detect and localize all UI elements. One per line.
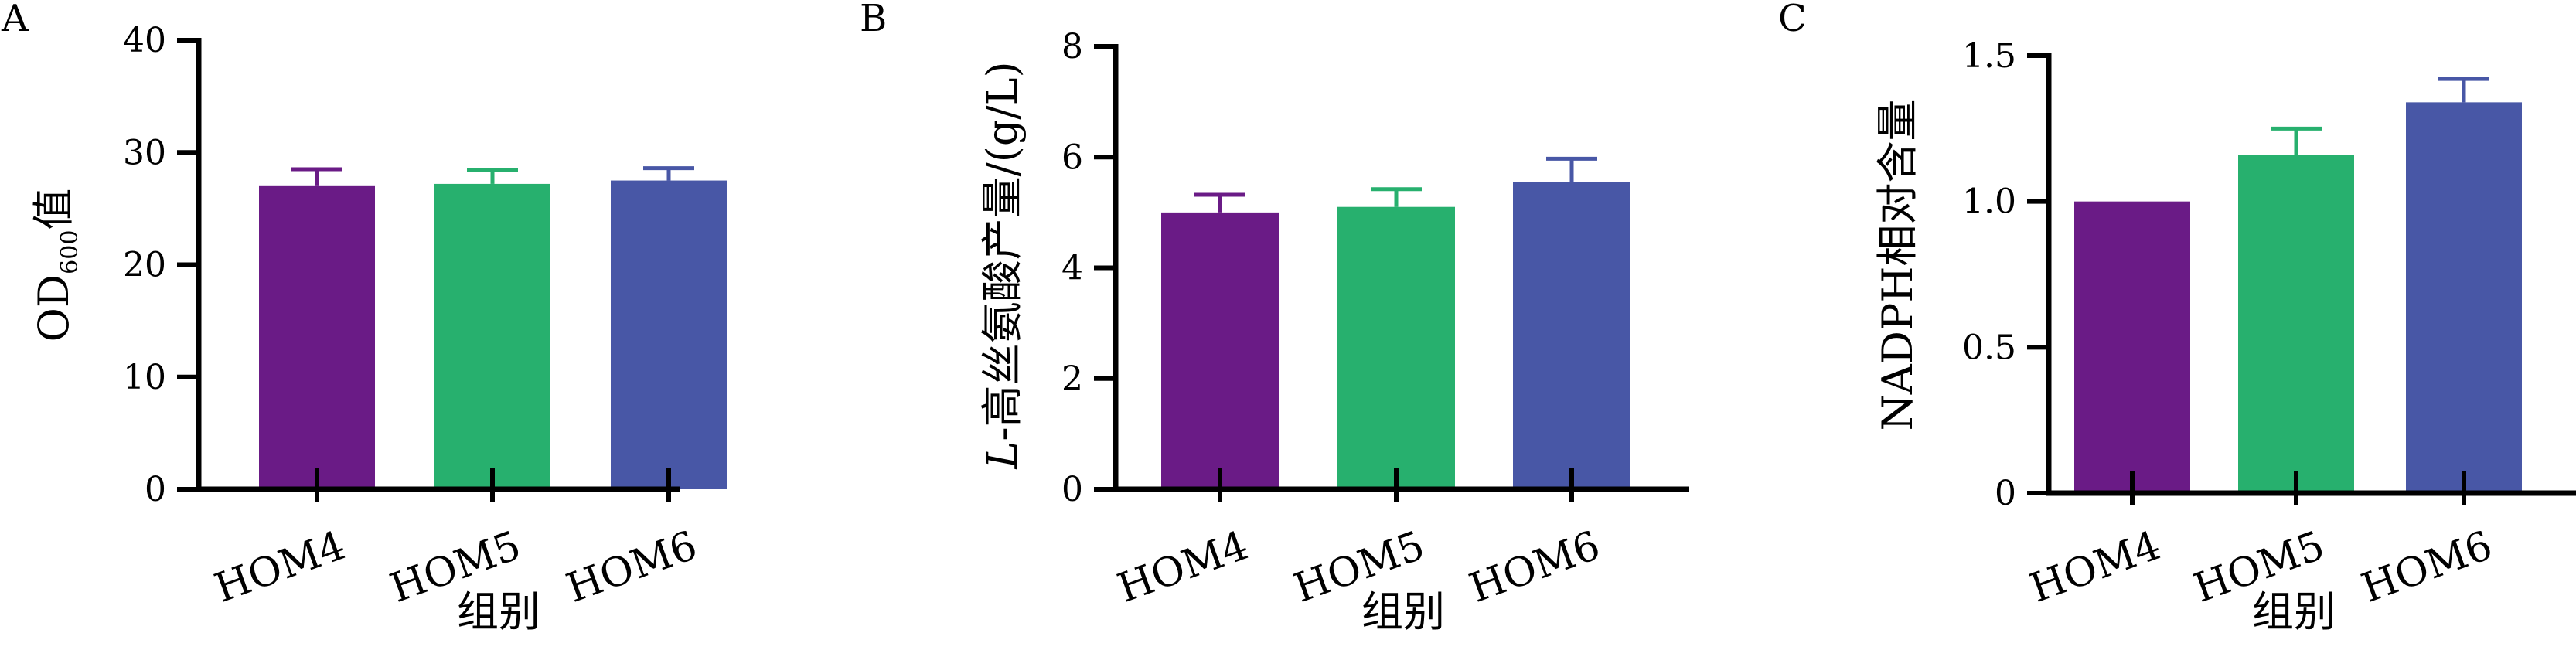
y-tick-label: 1.5 (1962, 36, 2016, 76)
panel-letter: B (860, 0, 887, 40)
x-tick-label: HOM6 (1463, 522, 1606, 612)
y-tick-label: 4 (1061, 249, 1083, 288)
y-tick-label: 2 (1061, 359, 1083, 399)
y-tick-label: 1.0 (1962, 182, 2016, 222)
bar-hom6 (1513, 182, 1630, 489)
y-tick-label: 0 (1995, 474, 2016, 513)
panel-letter: A (1, 0, 29, 40)
y-tick-label: 0 (145, 470, 166, 509)
bar-hom4 (1161, 212, 1279, 489)
x-tick-label: HOM4 (209, 522, 351, 612)
y-tick-label: 0.5 (1962, 328, 2016, 367)
x-tick-label: HOM6 (561, 522, 703, 612)
y-tick-label: 0 (1061, 470, 1083, 509)
y-tick-label: 8 (1061, 27, 1083, 66)
y-axis-title: OD600值 (29, 189, 83, 342)
y-tick-label: 20 (123, 246, 166, 285)
bar-hom5 (2238, 155, 2354, 493)
x-tick-label: HOM4 (2024, 522, 2166, 612)
x-axis-title: 组别 (1361, 587, 1445, 636)
y-tick-label: 6 (1061, 138, 1083, 177)
x-axis-title: 组别 (2252, 587, 2336, 636)
y-tick-label: 10 (123, 358, 166, 397)
y-axis-title: L-高丝氨酸产量/(g/L) (978, 61, 1027, 469)
x-tick-label: HOM6 (2356, 522, 2498, 612)
bar-hom6 (611, 180, 727, 489)
y-tick-label: 40 (123, 21, 166, 60)
panel-letter: C (1778, 0, 1807, 40)
x-tick-label: HOM4 (1112, 522, 1254, 612)
bar-hom5 (1337, 206, 1455, 489)
x-axis-title: 组别 (457, 587, 540, 636)
bar-hom4 (259, 185, 375, 489)
bar-hom6 (2406, 102, 2522, 493)
bar-hom4 (2074, 201, 2190, 493)
y-tick-label: 30 (123, 133, 166, 172)
bar-hom5 (434, 183, 550, 490)
y-axis-title: NADPH相对含量 (1873, 100, 1922, 431)
